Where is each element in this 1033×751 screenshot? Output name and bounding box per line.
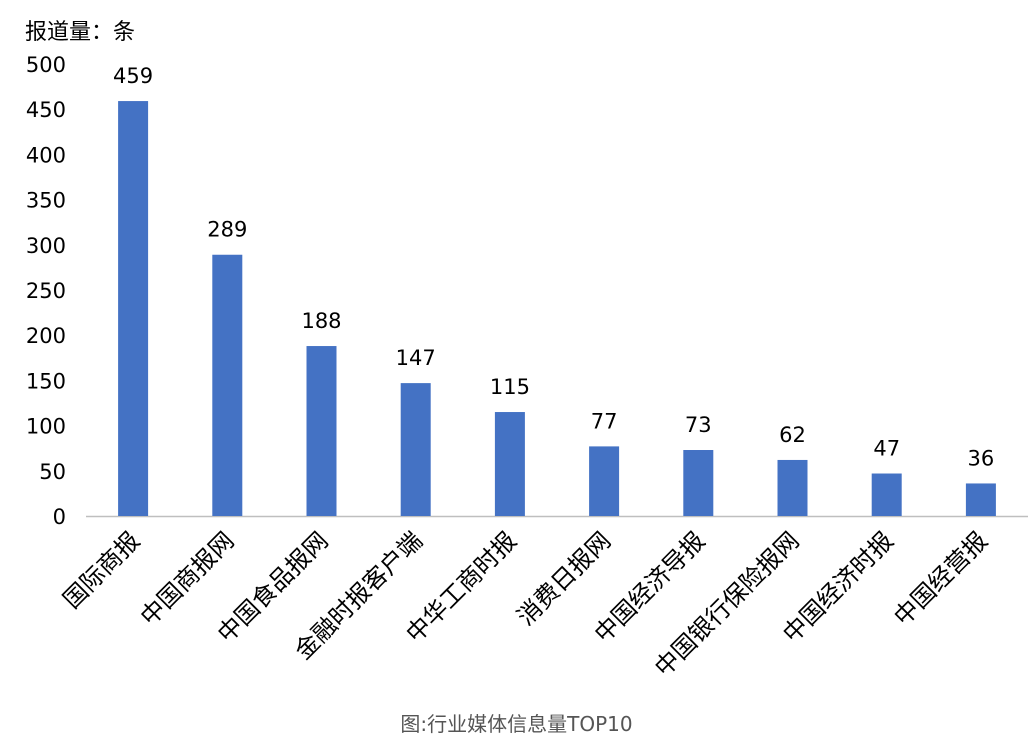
data-label: 77: [591, 409, 618, 433]
data-label: 73: [685, 413, 712, 437]
data-label: 459: [113, 64, 153, 88]
data-label: 36: [968, 446, 995, 470]
y-tick-label: 350: [26, 189, 66, 213]
y-tick-label: 250: [26, 279, 66, 303]
data-label: 47: [873, 437, 900, 461]
data-label: 188: [301, 309, 341, 333]
y-tick-label: 400: [26, 143, 66, 167]
y-tick-label: 300: [26, 234, 66, 258]
bar: [494, 412, 525, 516]
y-tick-label: 200: [26, 324, 66, 348]
y-tick-label: 450: [26, 98, 66, 122]
data-label: 115: [490, 375, 530, 399]
bar: [306, 346, 337, 516]
y-axis-title: 报道量：条: [25, 20, 136, 45]
bar: [212, 254, 243, 516]
y-tick-label: 500: [26, 53, 66, 77]
x-tick-label: 国际商报: [58, 526, 146, 614]
bar: [777, 459, 808, 516]
bar: [965, 483, 996, 516]
data-label: 62: [779, 423, 806, 447]
data-label: 289: [207, 218, 247, 242]
y-tick-label: 50: [39, 460, 66, 484]
figure-caption: 图:行业媒体信息量TOP10: [400, 712, 633, 736]
bar: [871, 473, 902, 516]
bar: [118, 101, 149, 517]
bar: [589, 446, 620, 516]
x-tick-label: 中国经营报: [888, 526, 993, 631]
bar: [400, 383, 431, 516]
bar-chart: 0 50 100 150 200 250 300 350 400 450 500 459 国际商报 289…: [26, 53, 1028, 682]
y-tick-label: 100: [26, 415, 66, 439]
y-tick-label: 0: [53, 505, 66, 529]
data-label: 147: [396, 346, 436, 370]
bar: [683, 450, 714, 516]
y-tick-label: 150: [26, 369, 66, 393]
